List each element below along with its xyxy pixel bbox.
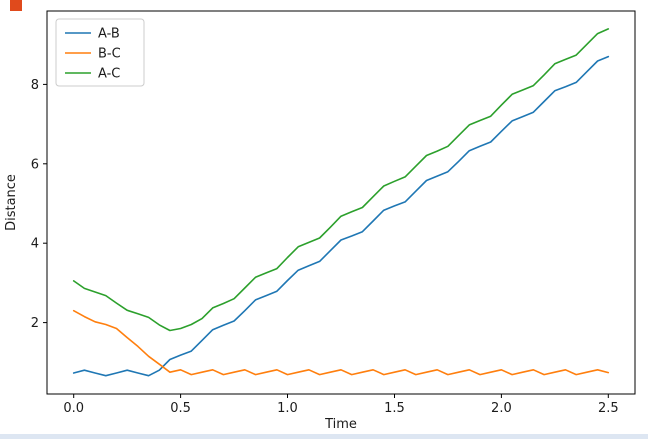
series-line-A-C[interactable] — [72, 28, 610, 332]
y-tick-label: 8 — [31, 78, 39, 93]
y-tick-label: 4 — [31, 237, 39, 252]
legend-label: A-B — [98, 27, 120, 42]
x-tick-label: 2.0 — [491, 401, 512, 416]
x-tick-label: 0.5 — [170, 401, 191, 416]
y-axis-label: Distance — [4, 174, 19, 231]
x-tick-label: 1.0 — [277, 401, 298, 416]
legend-label: B-C — [98, 47, 121, 62]
window-bottom-edge — [0, 434, 648, 439]
screen-corner-artifact — [10, 0, 22, 11]
legend[interactable]: A-B B-C A-C — [55, 18, 145, 87]
y-tick-label: 2 — [31, 316, 39, 331]
x-tick-label: 1.5 — [384, 401, 405, 416]
x-tick-label: 0.0 — [63, 401, 84, 416]
legend-label: A-C — [98, 67, 120, 82]
x-tick-label: 2.5 — [598, 401, 619, 416]
axes-frame — [46, 10, 636, 395]
legend-box — [55, 18, 145, 87]
series-line-B-C[interactable] — [72, 309, 610, 376]
x-axis-label: Time — [324, 417, 357, 432]
y-tick-label: 6 — [31, 157, 39, 172]
